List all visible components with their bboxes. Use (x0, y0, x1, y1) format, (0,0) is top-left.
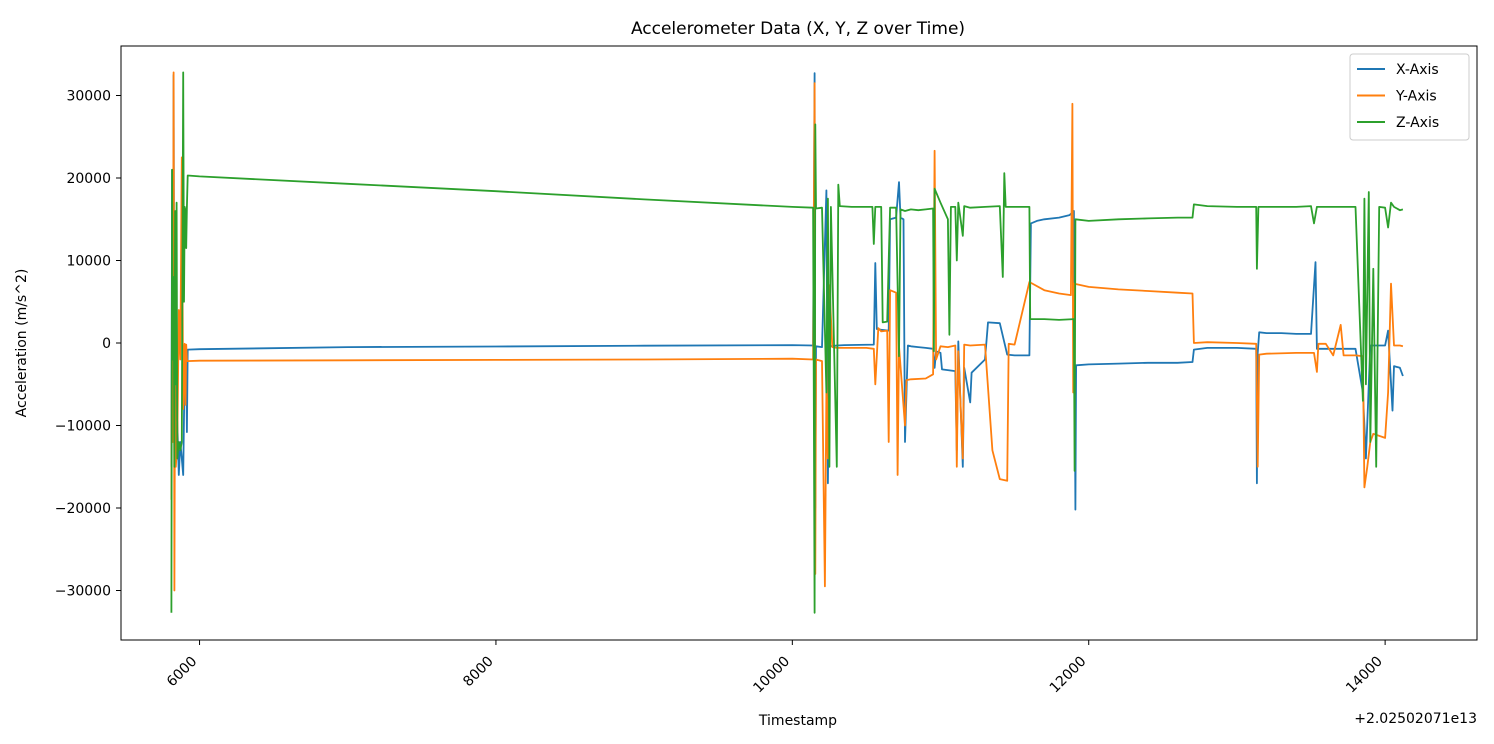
y-axis-label: Acceleration (m/s^2) (14, 269, 30, 418)
y-tick-label: −10000 (55, 419, 111, 435)
legend-label-y-axis: Y-Axis (1395, 89, 1437, 105)
y-axis-ticks: −30000 −20000 −10000 0 10000 20000 30000 (55, 89, 121, 600)
y-tick-label: −30000 (55, 584, 111, 600)
plot-series (170, 71, 1404, 614)
chart-legend: X-Axis Y-Axis Z-Axis (1349, 53, 1470, 141)
x-axis-offset-label: +2.02502071e13 (1354, 711, 1477, 727)
y-tick-label: 20000 (66, 171, 111, 187)
legend-label-x-axis: X-Axis (1396, 62, 1439, 78)
y-tick-label: 0 (102, 336, 111, 352)
legend-frame (1349, 53, 1470, 141)
y-tick-label: 10000 (66, 254, 111, 270)
chart-title: Accelerometer Data (X, Y, Z over Time) (631, 19, 965, 39)
y-tick-label: −20000 (55, 501, 111, 517)
series-line-z-axis (170, 71, 1404, 614)
series-line-x-axis (170, 72, 1404, 511)
series-line-y-axis (170, 71, 1404, 592)
y-tick-label: 30000 (66, 89, 111, 105)
legend-label-z-axis: Z-Axis (1396, 115, 1439, 131)
x-axis-label: Timestamp (758, 713, 837, 729)
